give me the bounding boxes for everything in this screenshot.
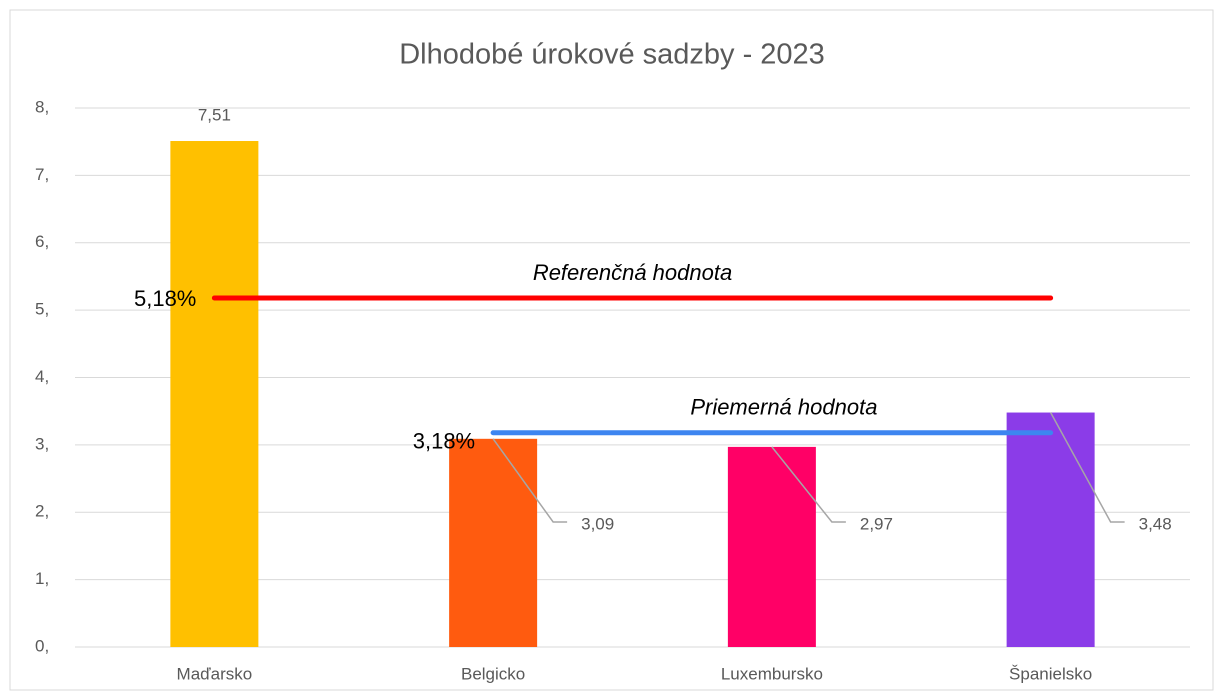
y-tick-label: 1, — [35, 569, 49, 588]
y-tick-label: 8, — [35, 97, 49, 116]
reference-value-label: 5,18% — [134, 286, 196, 311]
y-tick-label: 7, — [35, 165, 49, 184]
y-tick-label: 3, — [35, 434, 49, 453]
bar — [1006, 412, 1095, 647]
data-label: 3,09 — [581, 514, 614, 533]
x-tick-label: Luxembursko — [721, 664, 823, 683]
data-label: 2,97 — [860, 514, 893, 533]
chart-title: Dlhodobé úrokové sadzby - 2023 — [399, 39, 825, 71]
y-tick-label: 5, — [35, 300, 49, 319]
bar — [449, 438, 538, 647]
x-tick-label: Maďarsko — [177, 664, 253, 683]
leader-line — [492, 438, 568, 523]
y-tick-label: 0, — [35, 636, 49, 655]
bar — [727, 446, 816, 647]
x-tick-label: Španielsko — [1009, 664, 1092, 683]
y-tick-label: 6, — [35, 232, 49, 251]
reference-name: Referenčná hodnota — [533, 260, 732, 285]
y-tick-label: 4, — [35, 367, 49, 386]
reference-name: Priemerná hodnota — [690, 395, 877, 420]
reference-value-label: 3,18% — [413, 429, 475, 454]
data-label: 7,51 — [198, 105, 231, 124]
data-label: 3,48 — [1139, 514, 1172, 533]
bar — [170, 141, 259, 648]
y-tick-label: 2, — [35, 502, 49, 521]
x-tick-label: Belgicko — [461, 664, 525, 683]
leader-line — [771, 446, 846, 523]
leader-line — [1049, 412, 1125, 523]
